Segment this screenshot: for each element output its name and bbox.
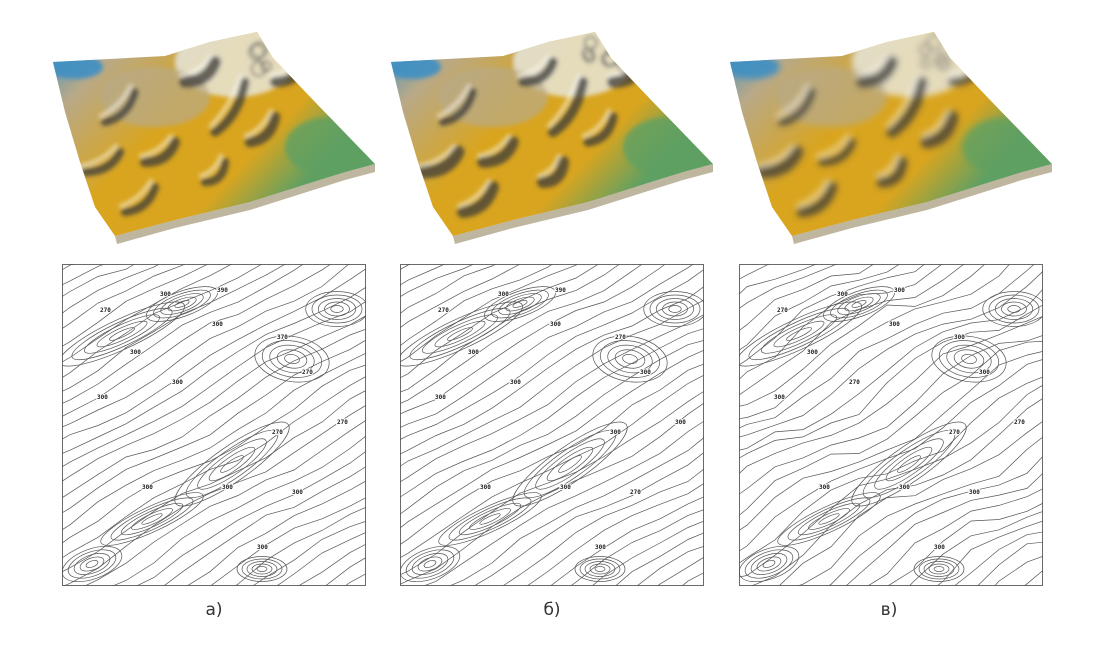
caption-c: в) [859, 600, 919, 620]
elevation-label: 300 [595, 544, 606, 551]
caption-b: б) [522, 600, 582, 620]
terrain-3d-b [383, 22, 723, 252]
elevation-label: 300 [130, 349, 141, 356]
elevation-label: 300 [837, 291, 848, 298]
elevation-label: 300 [435, 394, 446, 401]
elevation-label: 270 [949, 429, 960, 436]
terrain-3d-a [45, 22, 385, 252]
contour-map-b: 270 300 390 300 300 300 300 270 300 300 300 300 300 2… [400, 264, 704, 586]
elevation-label: 300 [934, 544, 945, 551]
elevation-label: 270 [337, 419, 348, 426]
elevation-label: 300 [560, 484, 571, 491]
elevation-label: 300 [899, 484, 910, 491]
elevation-label: 300 [969, 489, 980, 496]
elevation-label: 300 [640, 369, 651, 376]
elevation-label: 300 [97, 394, 108, 401]
elevation-label: 270 [630, 489, 641, 496]
elevation-label: 300 [889, 321, 900, 328]
elevation-label: 300 [979, 369, 990, 376]
elevation-label: 300 [142, 484, 153, 491]
elevation-label: 300 [807, 349, 818, 356]
elevation-label: 300 [610, 429, 621, 436]
elevation-label: 270 [272, 429, 283, 436]
terrain-3d-c [722, 22, 1062, 252]
elevation-label: 300 [468, 349, 479, 356]
elevation-label: 300 [292, 489, 303, 496]
elevation-label: 300 [675, 419, 686, 426]
elevation-label: 300 [774, 394, 785, 401]
contour-map-a: 270 300 390 300 300 300 300 370 270 270 270 300 300 3… [62, 264, 366, 586]
elevation-label: 270 [302, 369, 313, 376]
elevation-label: 300 [894, 287, 905, 294]
elevation-label: 270 [438, 307, 449, 314]
elevation-label: 300 [550, 321, 561, 328]
elevation-label: 300 [510, 379, 521, 386]
caption-a: а) [184, 600, 244, 620]
elevation-label: 270 [1014, 419, 1025, 426]
contour-map-c: 270 300 300 300 300 300 270 300 300 270 270 300 300 3… [739, 264, 1043, 586]
elevation-label: 300 [498, 291, 509, 298]
elevation-label: 300 [480, 484, 491, 491]
elevation-label: 270 [100, 307, 111, 314]
elevation-label: 300 [222, 484, 233, 491]
elevation-label: 390 [555, 287, 566, 294]
elevation-label: 270 [615, 334, 626, 341]
elevation-label: 300 [172, 379, 183, 386]
elevation-label: 300 [212, 321, 223, 328]
elevation-label: 300 [819, 484, 830, 491]
elevation-label: 390 [217, 287, 228, 294]
elevation-label: 370 [277, 334, 288, 341]
elevation-label: 270 [849, 379, 860, 386]
elevation-label: 300 [954, 334, 965, 341]
elevation-label: 300 [257, 544, 268, 551]
elevation-label: 300 [160, 291, 171, 298]
elevation-label: 270 [777, 307, 788, 314]
